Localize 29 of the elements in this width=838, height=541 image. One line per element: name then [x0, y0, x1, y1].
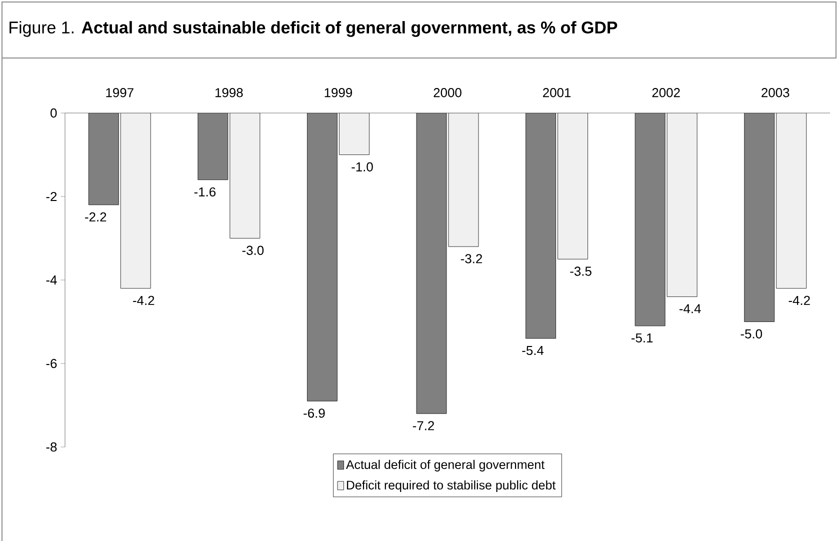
data-label: -4.2	[788, 296, 810, 305]
x-tick-label: 1998	[216, 88, 243, 98]
data-label: -4.4	[680, 304, 701, 314]
y-tick-label: 0	[50, 108, 57, 118]
x-tick-label: 1997	[106, 88, 134, 98]
data-label: -3.5	[570, 266, 592, 276]
data-label: -5.1	[632, 333, 653, 342]
data-label: -6.9	[304, 408, 325, 418]
data-label: -3.2	[460, 254, 482, 264]
data-label: -1.6	[194, 187, 216, 196]
x-tick-label: 1999	[324, 88, 352, 98]
data-label: -5.0	[740, 329, 762, 338]
legend-label: Deficit required to stabilise public debt	[346, 480, 556, 492]
data-label: -4.2	[133, 296, 154, 305]
data-label: -7.2	[412, 421, 434, 430]
y-tick-label: -6	[46, 358, 57, 368]
x-tick-label: 2002	[652, 88, 680, 98]
data-label: -5.4	[522, 346, 544, 356]
legend-label: Actual deficit of general government	[346, 460, 545, 472]
y-tick-label: -2	[46, 192, 57, 202]
y-tick-label: -4	[46, 276, 57, 284]
x-tick-label: 2001	[543, 88, 571, 98]
data-label: -1.0	[352, 162, 373, 172]
x-tick-label: 2003	[762, 88, 790, 98]
data-label: -2.2	[85, 212, 106, 222]
y-tick-label: -8	[46, 442, 57, 452]
x-tick-label: 2000	[434, 88, 462, 98]
data-label: -3.0	[242, 246, 264, 255]
chart-title: Figure 1. Actual and sustainable deficit of general government, as % of GDP	[10, 21, 618, 37]
